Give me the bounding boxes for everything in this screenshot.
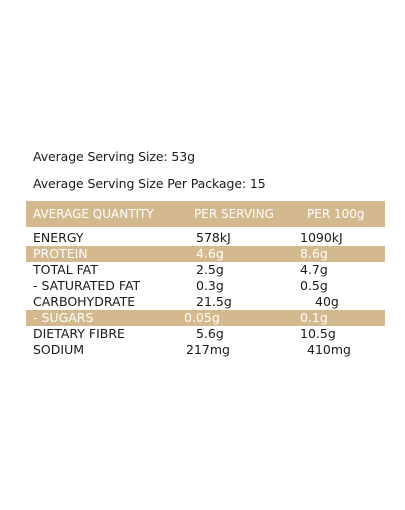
per-serving-value: 4.6g [196,246,224,261]
per-serving-value: 5.6g [196,326,224,341]
per-100g-value: 10.5g [300,326,336,341]
header-average-quantity: AVERAGE QUANTITY [33,207,154,221]
nutrient-label: SODIUM [33,342,85,357]
nutrient-label: CARBOHYDRATE [33,294,136,309]
table-header: AVERAGE QUANTITY PER SERVING PER 100g [26,201,385,227]
nutrient-label: TOTAL FAT [33,262,98,277]
nutrient-label: PROTEIN [33,246,88,261]
table-row-sodium: SODIUM 217mg 410mg [26,342,385,358]
nutrient-label: - SATURATED FAT [33,278,141,293]
table-row-sugars: - SUGARS 0.05g 0.1g [26,310,385,326]
header-per-serving: PER SERVING [194,207,274,221]
table-row-protein: PROTEIN 4.6g 8.6g [26,246,385,262]
per-100g-value: 40g [315,294,339,309]
servings-per-package-text: Average Serving Size Per Package: 15 [33,176,266,191]
nutrient-label: - SUGARS [33,310,94,325]
per-100g-value: 410mg [307,342,351,357]
nutrition-table: AVERAGE QUANTITY PER SERVING PER 100g EN… [26,201,385,358]
nutrient-label: DIETARY FIBRE [33,326,125,341]
per-serving-value: 21.5g [196,294,232,309]
table-row-saturated-fat: - SATURATED FAT 0.3g 0.5g [26,278,385,294]
per-serving-value: 217mg [186,342,230,357]
nutrient-label: ENERGY [33,230,84,245]
per-100g-value: 8.6g [300,246,328,261]
per-100g-value: 0.1g [300,310,328,325]
serving-size-text: Average Serving Size: 53g [33,149,195,164]
table-row-dietary-fibre: DIETARY FIBRE 5.6g 10.5g [26,326,385,342]
table-row-total-fat: TOTAL FAT 2.5g 4.7g [26,262,385,278]
per-serving-value: 2.5g [196,262,224,277]
per-serving-value: 0.05g [184,310,220,325]
table-row-carbohydrate: CARBOHYDRATE 21.5g 40g [26,294,385,310]
header-per-100g: PER 100g [307,207,365,221]
per-100g-value: 0.5g [300,278,328,293]
per-serving-value: 0.3g [196,278,224,293]
per-100g-value: 4.7g [300,262,328,277]
per-100g-value: 1090kJ [300,230,343,245]
per-serving-value: 578kJ [196,230,231,245]
table-row-energy: ENERGY 578kJ 1090kJ [26,230,385,246]
